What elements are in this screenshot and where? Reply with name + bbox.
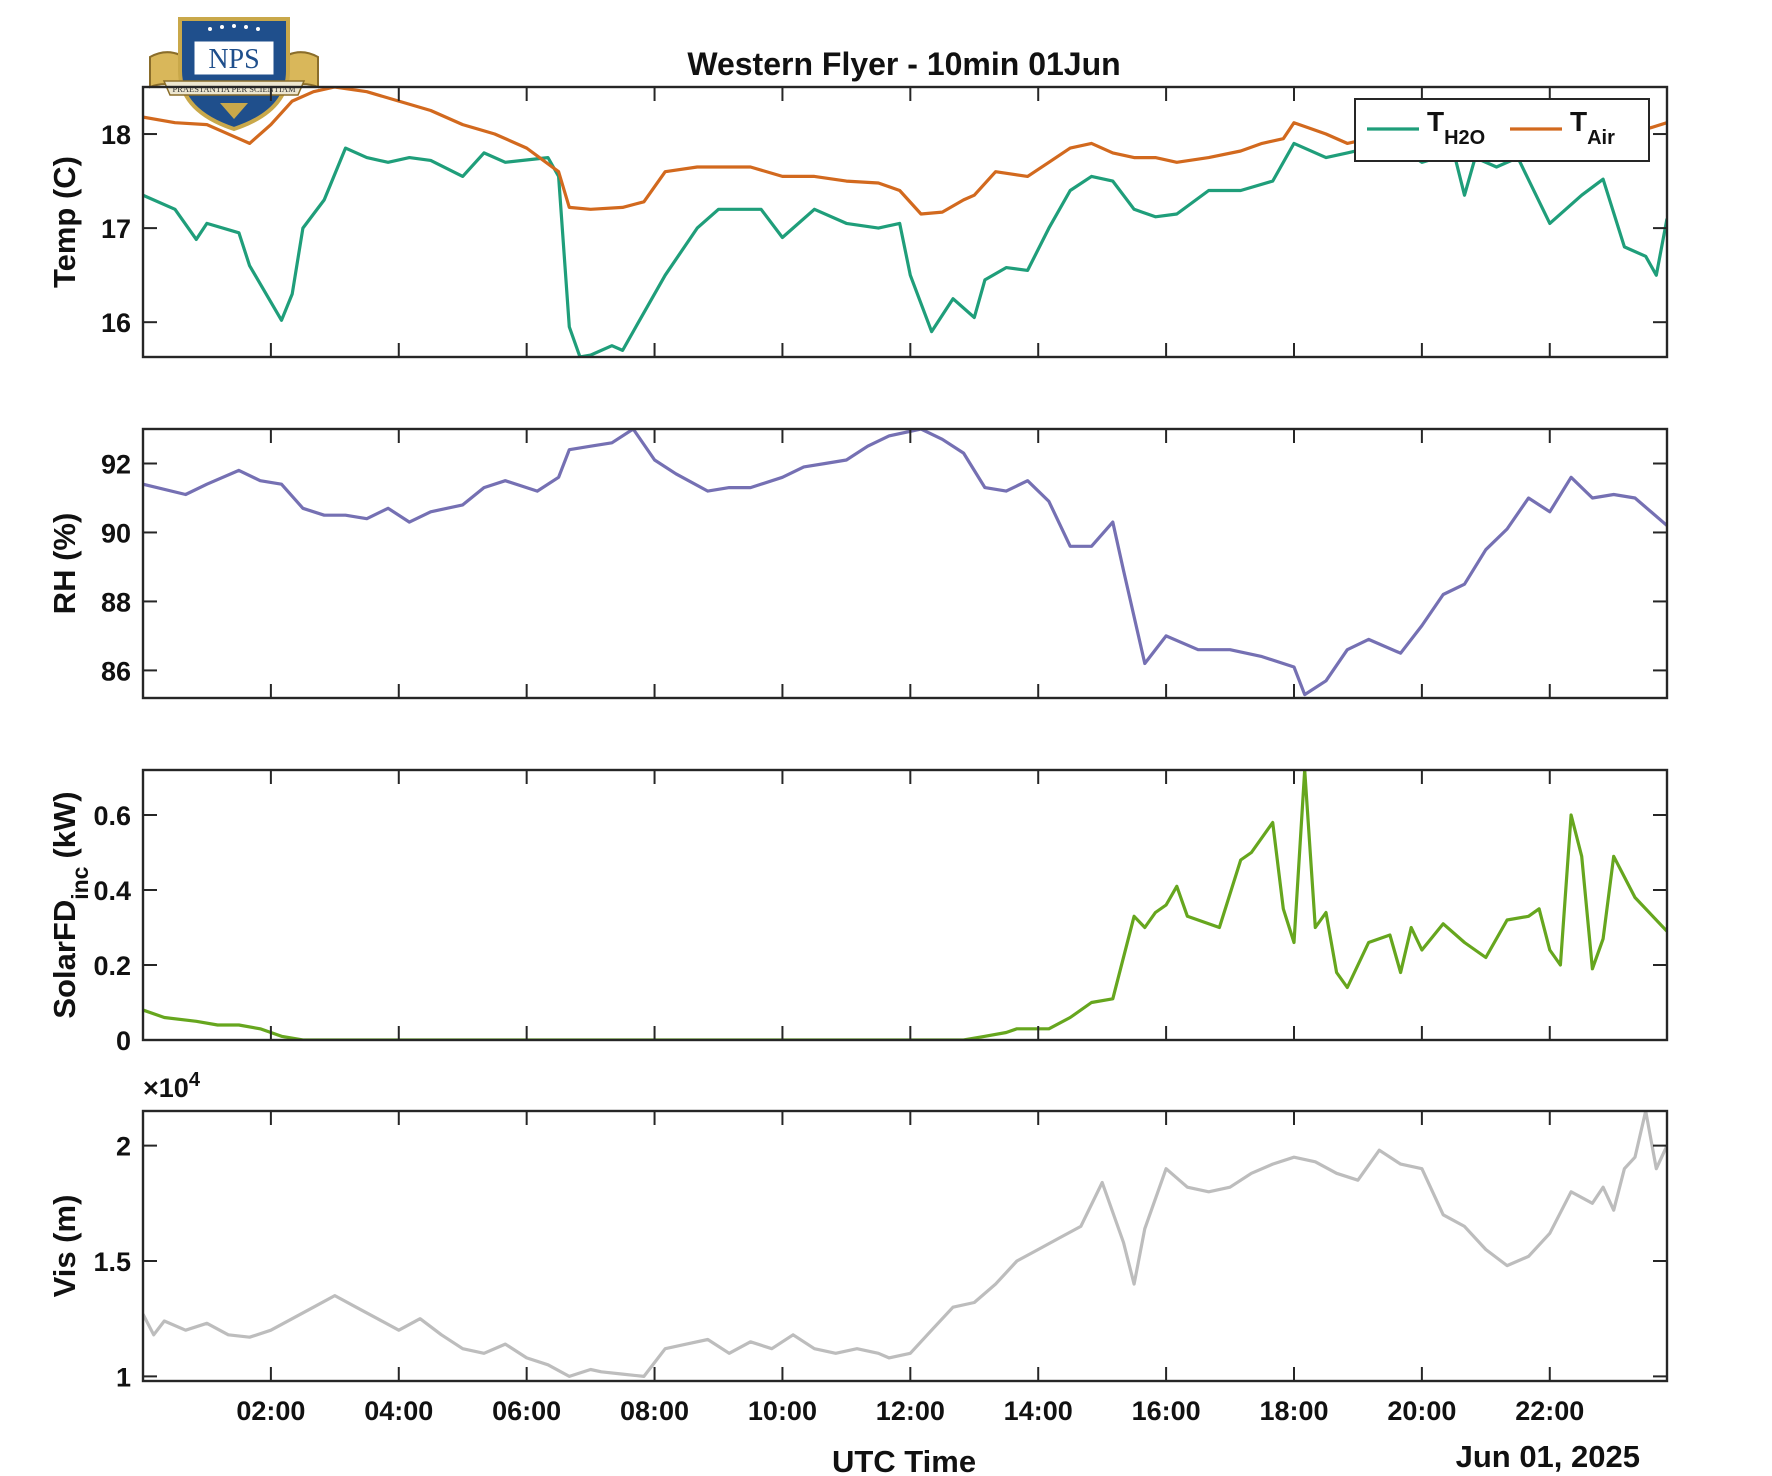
x-tick-label: 08:00 <box>620 1396 689 1426</box>
date-label: Jun 01, 2025 <box>1456 1439 1640 1474</box>
legend-label: TAir <box>1570 106 1615 149</box>
y-axis-label: RH (%) <box>47 513 82 615</box>
x-tick-label: 10:00 <box>748 1396 817 1426</box>
x-tick-label: 20:00 <box>1387 1396 1456 1426</box>
panel-2: 86 88 90 92 RH (%) <box>47 427 1669 700</box>
y-tick-label: 92 <box>101 449 131 479</box>
x-axis-label: UTC Time <box>832 1444 976 1476</box>
axes-frame <box>141 768 1669 1042</box>
y-tick-label: 88 <box>101 587 131 617</box>
y-tick-label: 2 <box>116 1132 131 1162</box>
y-tick-label: 0.2 <box>93 951 131 981</box>
y-tick-label: 17 <box>101 214 131 244</box>
x-tick-label: 14:00 <box>1004 1396 1073 1426</box>
panels: 16 17 18 Temp (C) TH2O TAir 86 88 90 92 RH (%) 0 0.2… <box>47 85 1669 1426</box>
y-tick-label: 0.4 <box>93 876 131 906</box>
legend-box <box>1354 98 1650 162</box>
series-line-2-1 <box>143 429 1667 697</box>
x-tick-label: 12:00 <box>876 1396 945 1426</box>
y-axis-label: Vis (m) <box>47 1195 82 1298</box>
y-axis-label: SolarFDinc(kW) <box>47 791 93 1018</box>
figure-title: Western Flyer - 10min 01Jun <box>687 46 1120 82</box>
y-tick-label: 1 <box>116 1362 131 1392</box>
y-tick-label: 1.5 <box>93 1247 131 1277</box>
y-tick-label: 90 <box>101 518 131 548</box>
exponent-label: ×104 <box>143 1069 201 1103</box>
logo-motto: PRAESTANTIA PER SCIENTIAM <box>172 84 295 94</box>
series-line-3-1 <box>143 770 1667 1040</box>
x-tick-label: 04:00 <box>364 1396 433 1426</box>
x-tick-label: 22:00 <box>1515 1396 1584 1426</box>
x-tick-label: 02:00 <box>236 1396 305 1426</box>
y-axis-label: Temp (C) <box>47 156 82 288</box>
axes-frame <box>141 1109 1669 1383</box>
x-tick-label: 06:00 <box>492 1396 561 1426</box>
x-tick-label: 16:00 <box>1132 1396 1201 1426</box>
legend: TH2O TAir <box>1354 98 1650 162</box>
y-tick-label: 0 <box>116 1026 131 1056</box>
nps-logo: NPS PRAESTANTIA PER SCIENTIAM <box>149 17 319 132</box>
series-line-4-1 <box>143 1111 1667 1379</box>
x-tick-label: 18:00 <box>1259 1396 1328 1426</box>
y-tick-label: 18 <box>101 120 131 150</box>
y-tick-label: 86 <box>101 656 131 686</box>
axes-frame <box>141 85 1669 359</box>
axes-frame <box>141 427 1669 700</box>
panel-1: 16 17 18 Temp (C) TH2O TAir <box>47 85 1669 359</box>
legend-label: TH2O <box>1427 106 1485 149</box>
logo-text: NPS <box>208 44 259 75</box>
y-tick-label: 16 <box>101 308 131 338</box>
panel-4: 02:00 04:00 06:00 08:00 10:00 12:00 14:00 16:00… <box>47 1069 1669 1426</box>
y-tick-label: 0.6 <box>93 801 131 831</box>
series-line-1-1 <box>143 141 1667 357</box>
